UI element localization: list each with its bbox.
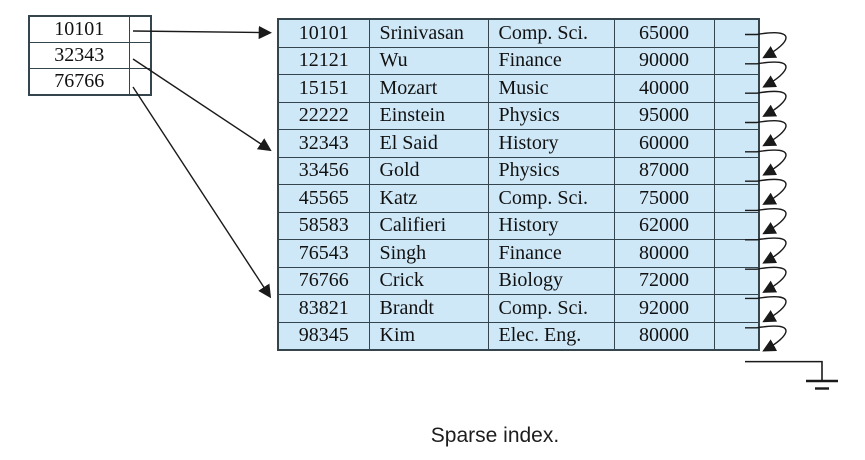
- index-table-body: 10101 32343 76766: [28, 15, 152, 96]
- file-dept-cell: Comp. Sci.: [487, 18, 615, 48]
- file-id-cell: 98345: [277, 321, 370, 351]
- file-salary-cell: 92000: [613, 294, 715, 323]
- figure-caption: Sparse index.: [430, 424, 560, 447]
- file-pointer-cell: [713, 129, 760, 158]
- file-row: 22222 Einstein Physics 95000: [277, 101, 760, 130]
- file-dept-cell: Comp. Sci.: [487, 184, 615, 213]
- file-pointer-cell: [713, 184, 760, 213]
- file-name-cell: Brandt: [368, 294, 489, 323]
- file-salary-cell: 75000: [613, 184, 715, 213]
- file-name-cell: Katz: [368, 184, 489, 213]
- file-pointer-cell: [713, 74, 760, 103]
- file-salary-cell: 72000: [613, 266, 715, 295]
- file-pointer-cell: [713, 294, 760, 323]
- file-name-cell: El Said: [368, 129, 489, 158]
- file-pointer-cell: [713, 239, 760, 268]
- file-id-cell: 32343: [277, 129, 370, 158]
- index-pointer-cell: [128, 68, 152, 96]
- file-pointer-cell: [713, 211, 760, 240]
- file-id-cell: 15151: [277, 74, 370, 103]
- file-row: 10101 Srinivasan Comp. Sci. 65000: [277, 18, 760, 48]
- index-row: 32343: [28, 42, 152, 69]
- file-row: 76766 Crick Biology 72000: [277, 266, 760, 295]
- file-name-cell: Einstein: [368, 101, 489, 130]
- file-name-cell: Singh: [368, 239, 489, 268]
- file-dept-cell: Physics: [487, 156, 615, 185]
- file-name-cell: Kim: [368, 321, 489, 351]
- file-dept-cell: Finance: [487, 239, 615, 268]
- index-row: 76766: [28, 68, 152, 96]
- index-pointer-cell: [128, 42, 152, 69]
- file-pointer-cell: [713, 101, 760, 130]
- file-salary-cell: 80000: [613, 239, 715, 268]
- file-id-cell: 45565: [277, 184, 370, 213]
- file-row: 45565 Katz Comp. Sci. 75000: [277, 184, 760, 213]
- file-id-cell: 10101: [277, 18, 370, 48]
- file-id-cell: 33456: [277, 156, 370, 185]
- index-key-cell: 32343: [28, 42, 130, 69]
- index-key-cell: 10101: [28, 15, 130, 43]
- file-name-cell: Mozart: [368, 74, 489, 103]
- file-dept-cell: Physics: [487, 101, 615, 130]
- file-row: 58583 Califieri History 62000: [277, 211, 760, 240]
- file-salary-cell: 87000: [613, 156, 715, 185]
- file-name-cell: Gold: [368, 156, 489, 185]
- file-id-cell: 76766: [277, 266, 370, 295]
- file-name-cell: Srinivasan: [368, 18, 489, 48]
- index-pointer-arrow: [132, 58, 272, 152]
- index-key-cell: 76766: [28, 68, 130, 96]
- file-salary-cell: 80000: [613, 321, 715, 351]
- file-pointer-cell: [713, 321, 760, 351]
- file-row: 12121 Wu Finance 90000: [277, 46, 760, 75]
- file-dept-cell: Elec. Eng.: [487, 321, 615, 351]
- file-pointer-cell: [713, 156, 760, 185]
- index-pointer-arrow: [132, 86, 272, 299]
- file-pointer-cell: [713, 18, 760, 48]
- file-salary-cell: 60000: [613, 129, 715, 158]
- index-pointer-arrow: [132, 25, 272, 40]
- file-salary-cell: 62000: [613, 211, 715, 240]
- file-dept-cell: Finance: [487, 46, 615, 75]
- file-row: 76543 Singh Finance 80000: [277, 239, 760, 268]
- file-row: 32343 El Said History 60000: [277, 129, 760, 158]
- file-name-cell: Wu: [368, 46, 489, 75]
- file-pointer-cell: [713, 266, 760, 295]
- file-dept-cell: History: [487, 211, 615, 240]
- index-pointer-cell: [128, 15, 152, 43]
- file-dept-cell: History: [487, 129, 615, 158]
- null-pointer-line: [745, 360, 823, 381]
- file-id-cell: 58583: [277, 211, 370, 240]
- file-name-cell: Califieri: [368, 211, 489, 240]
- file-row: 15151 Mozart Music 40000: [277, 74, 760, 103]
- file-id-cell: 76543: [277, 239, 370, 268]
- file-pointer-cell: [713, 46, 760, 75]
- file-dept-cell: Comp. Sci.: [487, 294, 615, 323]
- file-salary-cell: 95000: [613, 101, 715, 130]
- file-row: 98345 Kim Elec. Eng. 80000: [277, 321, 760, 351]
- file-dept-cell: Biology: [487, 266, 615, 295]
- index-row: 10101: [28, 15, 152, 43]
- index-table: 10101 32343 76766: [28, 15, 152, 96]
- file-id-cell: 22222: [277, 101, 370, 130]
- file-table-body: 10101 Srinivasan Comp. Sci. 65000 12121 …: [277, 18, 760, 351]
- file-salary-cell: 65000: [613, 18, 715, 48]
- file-row: 83821 Brandt Comp. Sci. 92000: [277, 294, 760, 323]
- file-row: 33456 Gold Physics 87000: [277, 156, 760, 185]
- file-salary-cell: 90000: [613, 46, 715, 75]
- file-dept-cell: Music: [487, 74, 615, 103]
- file-id-cell: 12121: [277, 46, 370, 75]
- file-name-cell: Crick: [368, 266, 489, 295]
- file-table: 10101 Srinivasan Comp. Sci. 65000 12121 …: [277, 18, 760, 351]
- file-id-cell: 83821: [277, 294, 370, 323]
- file-salary-cell: 40000: [613, 74, 715, 103]
